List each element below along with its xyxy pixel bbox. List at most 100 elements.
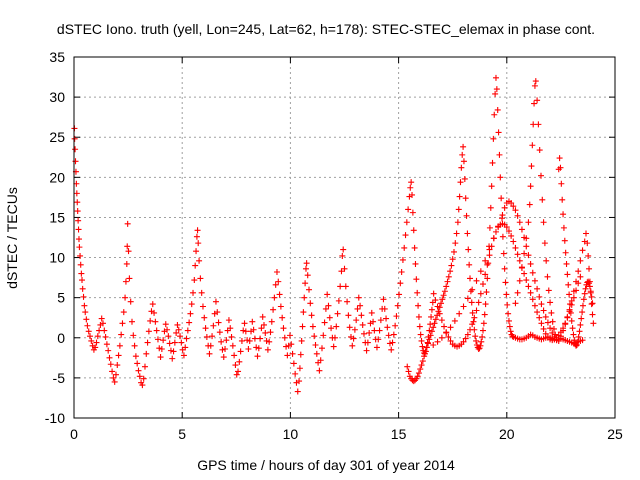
data-point (436, 310, 443, 317)
x-tick-label: 20 (499, 426, 515, 442)
data-point (415, 370, 422, 377)
data-point (586, 265, 593, 272)
data-point (588, 293, 595, 300)
data-point (417, 331, 424, 338)
data-point (134, 360, 141, 367)
y-tick-label: -5 (53, 370, 66, 386)
data-point (507, 328, 514, 335)
data-point (377, 317, 384, 324)
data-point (573, 342, 580, 349)
data-point (85, 328, 92, 335)
data-point (466, 261, 473, 268)
data-point (560, 325, 567, 332)
data-point (110, 374, 117, 381)
data-point (373, 344, 380, 351)
data-point (250, 326, 257, 333)
data-point (215, 319, 222, 326)
data-point (415, 302, 422, 309)
data-point (162, 321, 169, 328)
data-point (426, 336, 433, 343)
data-point (281, 334, 288, 341)
chart-title: dSTEC Iono. truth (yell, Lon=245, Lat=62… (57, 21, 595, 37)
data-point (174, 321, 181, 328)
data-point (167, 347, 174, 354)
y-tick-label: 15 (49, 209, 65, 225)
x-tick-label: 5 (178, 426, 186, 442)
data-point (576, 328, 583, 335)
data-point (549, 329, 556, 336)
data-point (404, 363, 411, 370)
data-point (73, 190, 80, 197)
data-point (565, 281, 572, 288)
data-point (418, 362, 425, 369)
data-point (447, 324, 454, 331)
data-point (463, 212, 470, 219)
data-point (131, 342, 138, 349)
data-point (341, 265, 348, 272)
data-point (539, 196, 546, 203)
data-point (501, 204, 508, 211)
data-point (307, 300, 314, 307)
data-point (279, 314, 286, 321)
data-point (99, 320, 106, 327)
data-point (130, 332, 137, 339)
data-point (510, 203, 517, 210)
data-point (119, 320, 126, 327)
data-point (79, 277, 86, 284)
data-point (309, 323, 316, 330)
data-point (532, 78, 539, 85)
data-point (388, 346, 395, 353)
data-point (458, 164, 465, 171)
data-point (346, 324, 353, 331)
data-point (370, 318, 377, 325)
data-point (386, 340, 393, 347)
data-point (354, 305, 361, 312)
data-point (84, 322, 91, 329)
data-point (537, 172, 544, 179)
data-point (473, 337, 480, 344)
data-point (338, 268, 345, 275)
data-point (589, 300, 596, 307)
data-point (566, 308, 573, 315)
data-point (351, 326, 358, 333)
data-point (120, 309, 127, 316)
data-point (240, 327, 247, 334)
data-point (301, 294, 308, 301)
data-point (271, 294, 278, 301)
data-point (191, 277, 198, 284)
data-point (375, 336, 382, 343)
data-point (451, 317, 458, 324)
data-point (544, 273, 551, 280)
data-point (427, 332, 434, 339)
data-point (194, 227, 201, 234)
data-point (254, 353, 261, 360)
data-point (504, 301, 511, 308)
data-point (454, 219, 461, 226)
data-point (325, 302, 332, 309)
data-point (494, 106, 501, 113)
data-point (335, 297, 342, 304)
data-point (411, 244, 418, 251)
data-point (464, 331, 471, 338)
data-point (495, 129, 502, 136)
data-point (475, 299, 482, 306)
data-point (492, 228, 499, 235)
data-point (431, 320, 438, 327)
data-point (479, 281, 486, 288)
data-point (304, 272, 311, 279)
data-point (342, 283, 349, 290)
data-point (448, 262, 455, 269)
data-point (125, 248, 132, 255)
data-point (477, 290, 484, 297)
data-point (202, 325, 209, 332)
data-point (196, 257, 203, 264)
data-point (480, 320, 487, 327)
data-point (585, 252, 592, 259)
data-point (477, 268, 484, 275)
data-point (92, 344, 99, 351)
data-point (149, 301, 156, 308)
data-point (568, 301, 575, 308)
data-point (209, 333, 216, 340)
data-point (508, 232, 515, 239)
data-point (216, 329, 223, 336)
